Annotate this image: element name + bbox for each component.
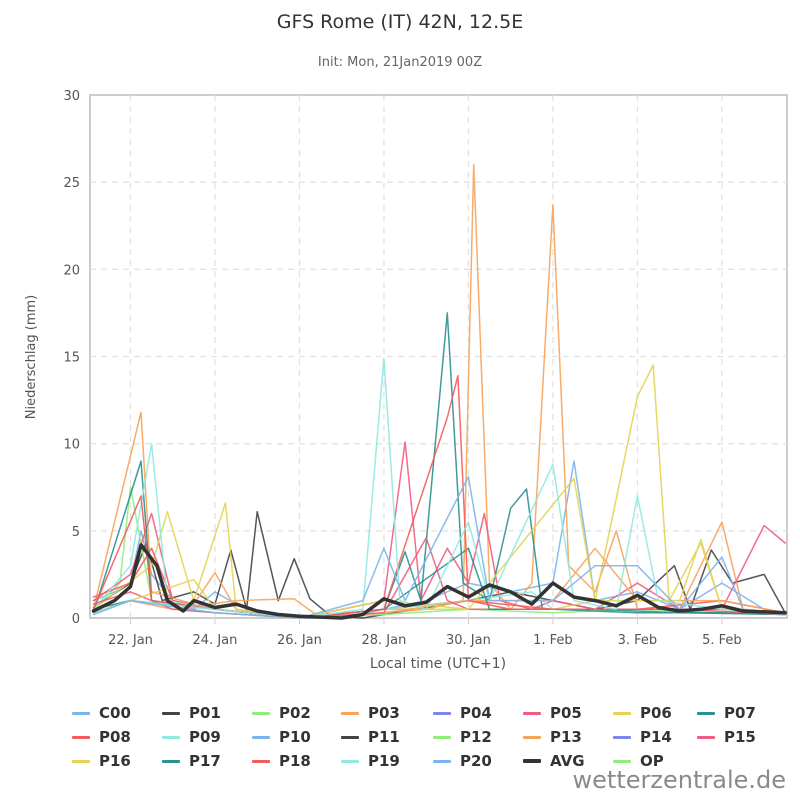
- x-tick-label: 1. Feb: [533, 633, 573, 648]
- legend-item-p10[interactable]: P10: [252, 726, 311, 748]
- legend-item-p05[interactable]: P05: [523, 702, 582, 724]
- legend-swatch: [433, 711, 451, 715]
- y-axis-title: Niederschlag (mm): [24, 295, 39, 420]
- legend-swatch: [341, 711, 359, 715]
- x-tick-label: 24. Jan: [193, 633, 238, 648]
- legend-item-p14[interactable]: P14: [613, 726, 672, 748]
- series-line-avg[interactable]: [91, 543, 787, 620]
- x-tick-label: 30. Jan: [446, 633, 491, 648]
- legend-swatch: [523, 711, 541, 715]
- legend-item-p04[interactable]: P04: [433, 702, 492, 724]
- legend-label: AVG: [550, 752, 585, 770]
- legend-swatch: [697, 711, 715, 715]
- legend-swatch: [162, 711, 180, 715]
- legend-label: P04: [460, 704, 492, 722]
- legend-label: P15: [724, 728, 756, 746]
- x-tick-label: 22. Jan: [108, 633, 153, 648]
- legend-item-p12[interactable]: P12: [433, 726, 492, 748]
- y-tick-label: 30: [63, 89, 80, 104]
- legend-swatch: [72, 735, 90, 739]
- legend-swatch: [252, 735, 270, 739]
- legend-swatch: [162, 735, 180, 739]
- legend-item-p13[interactable]: P13: [523, 726, 582, 748]
- legend-item-op[interactable]: OP: [613, 750, 664, 772]
- series-line-p07[interactable]: [92, 312, 786, 619]
- legend-swatch: [433, 735, 451, 739]
- legend-swatch: [341, 759, 359, 763]
- legend-label: P11: [368, 728, 400, 746]
- legend-swatch: [433, 759, 451, 763]
- legend-label: P05: [550, 704, 582, 722]
- y-tick-label: 5: [72, 525, 80, 540]
- legend-label: P06: [640, 704, 672, 722]
- y-tick-label: 15: [63, 351, 80, 366]
- y-tick-label: 10: [63, 438, 80, 453]
- watermark: wetterzentrale.de: [572, 766, 786, 794]
- legend-swatch: [162, 759, 180, 763]
- legend-swatch: [697, 735, 715, 739]
- legend-label: P03: [368, 704, 400, 722]
- legend-item-p20[interactable]: P20: [433, 750, 492, 772]
- legend-item-p16[interactable]: P16: [72, 750, 131, 772]
- series-line-p01[interactable]: [92, 510, 786, 619]
- y-tick-label: 25: [63, 176, 80, 191]
- series-layer: [91, 163, 787, 620]
- legend-label: P09: [189, 728, 221, 746]
- axis-layer: 0 5 10 15 20 25 30 22. Jan 24. Jan 26. Jan 28. Jan…: [63, 89, 741, 648]
- legend-item-p11[interactable]: P11: [341, 726, 400, 748]
- legend-label: P07: [724, 704, 756, 722]
- grid-layer: [89, 94, 788, 619]
- legend-item-p06[interactable]: P06: [613, 702, 672, 724]
- legend-swatch: [613, 759, 631, 763]
- chart-subtitle: Init: Mon, 21Jan2019 00Z: [318, 55, 482, 70]
- legend-label: P19: [368, 752, 400, 770]
- legend-label: C00: [99, 704, 131, 722]
- legend-item-p18[interactable]: P18: [252, 750, 311, 772]
- legend-item-avg[interactable]: AVG: [523, 750, 585, 772]
- legend-swatch: [341, 735, 359, 739]
- legend-label: P18: [279, 752, 311, 770]
- y-tick-label: 20: [63, 263, 80, 278]
- legend-item-p08[interactable]: P08: [72, 726, 131, 748]
- legend-swatch: [252, 711, 270, 715]
- x-axis-title: Local time (UTC+1): [370, 656, 506, 672]
- legend-item-p03[interactable]: P03: [341, 702, 400, 724]
- legend-item-p15[interactable]: P15: [697, 726, 756, 748]
- x-tick-label: 28. Jan: [362, 633, 407, 648]
- legend-label: P08: [99, 728, 131, 746]
- chart-title: GFS Rome (IT) 42N, 12.5E: [277, 11, 523, 33]
- legend-item-p01[interactable]: P01: [162, 702, 221, 724]
- legend-item-p17[interactable]: P17: [162, 750, 221, 772]
- legend-swatch: [613, 711, 631, 715]
- legend-swatch: [72, 711, 90, 715]
- series-line-p16[interactable]: [92, 477, 786, 619]
- legend-item-p09[interactable]: P09: [162, 726, 221, 748]
- legend-label: P16: [99, 752, 131, 770]
- legend-swatch: [613, 735, 631, 739]
- series-line-p20[interactable]: [92, 476, 786, 619]
- legend-label: P01: [189, 704, 221, 722]
- legend-label: P20: [460, 752, 492, 770]
- x-tick-label: 5. Feb: [702, 633, 742, 648]
- legend-label: P13: [550, 728, 582, 746]
- legend-label: OP: [640, 752, 664, 770]
- legend-swatch: [523, 759, 541, 763]
- x-tick-label: 26. Jan: [277, 633, 322, 648]
- legend-item-c00[interactable]: C00: [72, 702, 131, 724]
- legend-item-p02[interactable]: P02: [252, 702, 311, 724]
- series-line-p18[interactable]: [92, 374, 786, 619]
- legend-swatch: [252, 759, 270, 763]
- legend-label: P10: [279, 728, 311, 746]
- legend-label: P14: [640, 728, 672, 746]
- x-tick-label: 3. Feb: [618, 633, 658, 648]
- legend-item-p07[interactable]: P07: [697, 702, 756, 724]
- legend-label: P17: [189, 752, 221, 770]
- precipitation-chart: GFS Rome (IT) 42N, 12.5E Init: Mon, 21Ja…: [24, 11, 788, 672]
- legend-swatch: [72, 759, 90, 763]
- legend-label: P12: [460, 728, 492, 746]
- y-tick-label: 0: [72, 612, 80, 627]
- legend-item-p19[interactable]: P19: [341, 750, 400, 772]
- legend-label: P02: [279, 704, 311, 722]
- legend-swatch: [523, 735, 541, 739]
